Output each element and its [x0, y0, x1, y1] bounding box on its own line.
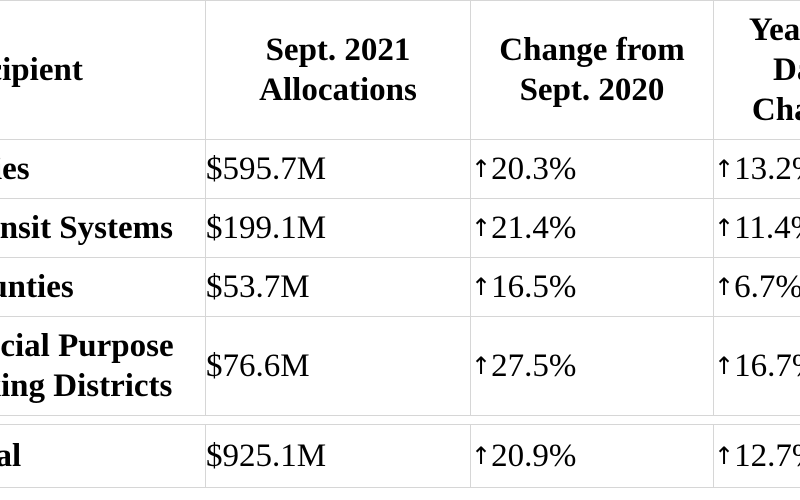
table-row: Transit Systems $199.1M ↑21.4% ↑11.4%	[0, 198, 800, 258]
table-row: Special Purpose Taxing Districts $76.6M …	[0, 316, 800, 416]
total-ytd-change-cell: ↑12.7%	[713, 424, 800, 488]
up-arrow-icon: ↑	[714, 213, 735, 242]
ytd-change-cell: ↑13.2%	[713, 139, 800, 199]
total-allocation-cell: $925.1M	[205, 424, 471, 488]
header-row: Recipient Sept. 2021 Allocations Change …	[0, 0, 800, 140]
up-arrow-icon: ↑	[471, 213, 492, 242]
total-label: Total	[0, 424, 206, 488]
change-cell: ↑21.4%	[470, 198, 714, 258]
up-arrow-icon: ↑	[714, 351, 735, 380]
allocations-table: Recipient Sept. 2021 Allocations Change …	[0, 0, 800, 488]
spacer-row	[0, 415, 800, 425]
ytd-change-cell: ↑11.4%	[713, 198, 800, 258]
header-sept-2021-allocations: Sept. 2021 Allocations	[205, 0, 471, 140]
change-cell: ↑16.5%	[470, 257, 714, 317]
up-arrow-icon: ↑	[471, 272, 492, 301]
allocation-cell: $595.7M	[205, 139, 471, 199]
change-cell: ↑27.5%	[470, 316, 714, 416]
header-recipient: Recipient	[0, 0, 206, 140]
up-arrow-icon: ↑	[714, 272, 735, 301]
allocation-cell: $199.1M	[205, 198, 471, 258]
header-year-to-date-change: Year-to- Date Change	[713, 0, 800, 140]
recipient-cell: Special Purpose Taxing Districts	[0, 316, 206, 416]
change-cell: ↑20.3%	[470, 139, 714, 199]
table-row: Cities $595.7M ↑20.3% ↑13.2%	[0, 139, 800, 199]
total-change-cell: ↑20.9%	[470, 424, 714, 488]
up-arrow-icon: ↑	[714, 441, 735, 470]
allocation-cell: $53.7M	[205, 257, 471, 317]
header-change-from-sept-2020: Change from Sept. 2020	[470, 0, 714, 140]
ytd-change-cell: ↑16.7%	[713, 316, 800, 416]
table-row: Counties $53.7M ↑16.5% ↑6.7%	[0, 257, 800, 317]
recipient-cell: Cities	[0, 139, 206, 199]
recipient-cell: Transit Systems	[0, 198, 206, 258]
allocation-cell: $76.6M	[205, 316, 471, 416]
up-arrow-icon: ↑	[471, 154, 492, 183]
total-row: Total $925.1M ↑20.9% ↑12.7%	[0, 424, 800, 488]
ytd-change-cell: ↑6.7%	[713, 257, 800, 317]
up-arrow-icon: ↑	[714, 154, 735, 183]
up-arrow-icon: ↑	[471, 351, 492, 380]
recipient-cell: Counties	[0, 257, 206, 317]
up-arrow-icon: ↑	[471, 441, 492, 470]
